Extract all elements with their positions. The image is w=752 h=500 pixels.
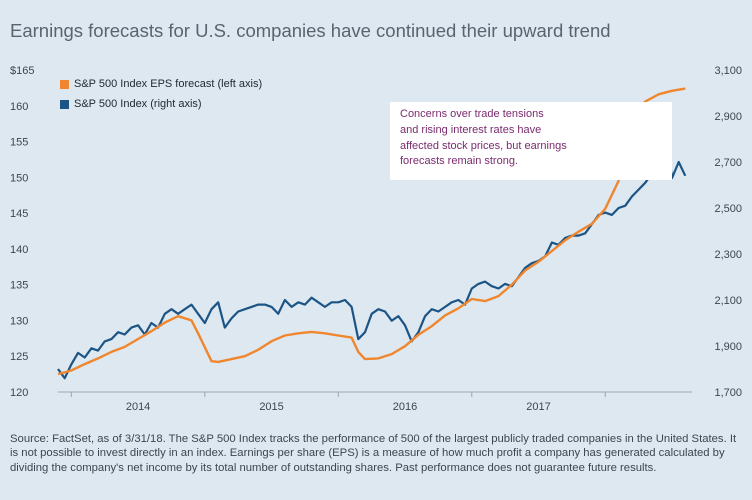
left-axis-tick-label: 145 bbox=[10, 208, 28, 220]
annotation-line: forecasts remain strong. bbox=[400, 155, 518, 168]
right-axis-tick-label: 2,700 bbox=[714, 157, 742, 169]
right-axis-tick-label: 1,900 bbox=[714, 341, 742, 353]
legend-swatch-index bbox=[60, 99, 69, 109]
chart-title: Earnings forecasts for U.S. companies ha… bbox=[10, 20, 611, 41]
left-axis-tick-label: 120 bbox=[10, 387, 28, 399]
annotation-line: and rising interest rates have bbox=[400, 123, 542, 136]
left-axis-tick-label: 140 bbox=[10, 244, 28, 256]
left-axis-tick-label: 150 bbox=[10, 172, 28, 184]
legend-item-index: S&P 500 Index (right axis) bbox=[60, 94, 262, 114]
left-axis-tick-label: $165 bbox=[10, 65, 34, 77]
right-axis-tick-label: 3,100 bbox=[714, 65, 742, 77]
right-axis-tick-label: 2,900 bbox=[714, 111, 742, 123]
eps-forecast-line bbox=[57, 87, 686, 376]
sp500-index-line bbox=[57, 126, 687, 380]
legend-swatch-eps bbox=[60, 79, 69, 89]
right-axis-tick-label: 2,300 bbox=[714, 249, 742, 261]
left-axis-tick-label: 130 bbox=[10, 315, 28, 327]
x-axis-tick-label: 2017 bbox=[526, 401, 550, 413]
x-axis-tick-label: 2015 bbox=[259, 401, 283, 413]
annotation-line: affected stock prices, but earnings bbox=[400, 139, 567, 152]
right-axis-tick-label: 2,500 bbox=[714, 203, 742, 215]
left-axis-tick-label: 135 bbox=[10, 280, 28, 292]
left-axis-tick-label: 155 bbox=[10, 137, 28, 149]
annotation-line: Concerns over trade tensions bbox=[400, 108, 544, 120]
left-axis-tick-label: 125 bbox=[10, 351, 28, 363]
right-axis-tick-label: 2,100 bbox=[714, 295, 742, 307]
x-axis-tick-label: 2014 bbox=[126, 401, 150, 413]
legend: S&P 500 Index EPS forecast (left axis) S… bbox=[60, 74, 262, 114]
legend-label-index: S&P 500 Index (right axis) bbox=[74, 98, 202, 110]
right-axis-tick-label: 1,700 bbox=[714, 387, 742, 399]
left-axis-tick-label: 160 bbox=[10, 101, 28, 113]
x-axis-tick-label: 2016 bbox=[393, 401, 417, 413]
legend-item-eps: S&P 500 Index EPS forecast (left axis) bbox=[60, 74, 262, 94]
source-note: Source: FactSet, as of 3/31/18. The S&P … bbox=[10, 433, 737, 474]
legend-label-eps: S&P 500 Index EPS forecast (left axis) bbox=[74, 78, 263, 90]
annotation-box: Concerns over trade tensions and rising … bbox=[390, 102, 672, 180]
